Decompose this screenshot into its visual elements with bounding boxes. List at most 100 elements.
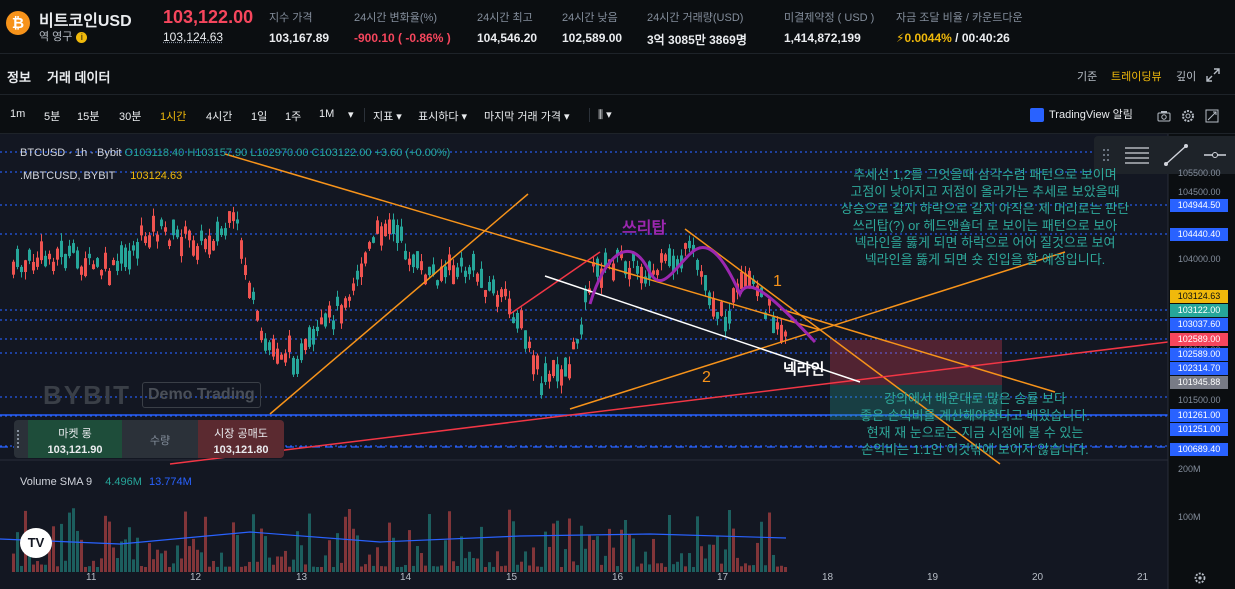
volume-bar [500, 566, 503, 572]
volume-bar [140, 566, 143, 572]
price-axis-label: 105500.00 [1178, 168, 1221, 178]
interval-15m[interactable]: 15분 [77, 111, 100, 123]
candle-body [12, 261, 15, 275]
candle-body [312, 329, 315, 345]
drag-handle-icon[interactable] [17, 430, 23, 448]
tradingview-logo: TV [20, 528, 52, 558]
volume-bar [180, 558, 183, 572]
volume-bar [92, 560, 95, 572]
volume-bar [64, 560, 67, 572]
candle-body [52, 261, 55, 272]
interval-1w[interactable]: 1주 [285, 111, 302, 123]
candle-body [60, 240, 63, 258]
candle-body [396, 225, 399, 244]
volume-bar [316, 566, 319, 572]
mark-symbol: .MBTCUSD, BYBIT [20, 170, 116, 182]
volume-bar [388, 522, 391, 572]
tab-tradingview[interactable]: 트레이딩뷰 [1111, 71, 1162, 83]
fullscreen-icon[interactable] [1206, 68, 1220, 82]
interval-1M[interactable]: 1M [319, 108, 335, 120]
time-axis-label: 16 [612, 572, 624, 583]
trend-line-icon[interactable] [1164, 144, 1188, 166]
interval-4h[interactable]: 4시간 [206, 111, 233, 123]
candle-body [196, 246, 199, 260]
interval-1d[interactable]: 1일 [251, 111, 268, 123]
annotation-line: 강의에서 배운대로 많은 승률 보다 [884, 391, 1066, 406]
candle-body [40, 241, 43, 261]
gear-icon[interactable] [1181, 109, 1195, 123]
volume-bar [260, 528, 263, 572]
camera-icon[interactable] [1157, 109, 1171, 123]
candle-body [716, 312, 719, 319]
quantity-field[interactable]: 수량 [122, 420, 198, 458]
price-tag: 101945.88 [1170, 376, 1228, 389]
chart-toolbar: 1m 5분 15분 30분 1시간 4시간 1일 1주 1M ▾ 지표 ▾ 표시… [0, 96, 1235, 134]
layout-icon[interactable] [1205, 109, 1219, 123]
candle-body [556, 364, 559, 382]
info-icon[interactable]: i [76, 31, 88, 43]
drag-handle-icon[interactable] [1102, 147, 1110, 163]
tradingview-icon [1030, 108, 1044, 123]
legend-ohlc: O103118.40 H103157.90 L102970.00 C103122… [124, 147, 451, 159]
candle-body [264, 338, 267, 351]
tradingview-alert-button[interactable]: TradingView 알림 [1030, 106, 1133, 124]
volume-bar [336, 533, 339, 572]
volume-bar [476, 558, 479, 572]
price-type-dropdown[interactable]: 마지막 거래 가격 ▾ [484, 111, 570, 123]
three-top-curve [588, 246, 817, 344]
symbol-title[interactable]: 비트코인USD [39, 13, 132, 30]
candle-body [580, 324, 583, 335]
tab-info[interactable]: 정보 [7, 70, 31, 85]
candle-body [528, 341, 531, 349]
tab-standard[interactable]: 기준 [1077, 71, 1098, 83]
interval-dropdown-icon[interactable]: ▾ [348, 109, 354, 121]
interval-1h[interactable]: 1시간 [160, 111, 187, 123]
price-chart[interactable] [0, 134, 1235, 589]
volume-bar [592, 539, 595, 572]
volume-bar [348, 509, 351, 572]
candle-body [472, 253, 475, 271]
volume-bar [100, 558, 103, 572]
candle-body [404, 250, 407, 260]
volume-bar [164, 550, 167, 572]
candle-body [348, 296, 351, 301]
candle-body [388, 219, 391, 234]
candle-body [500, 289, 503, 298]
stat-value: 1,414,872,199 [784, 31, 861, 45]
price-tag: 102314.70 [1170, 362, 1228, 375]
candle-body [208, 235, 211, 255]
price-tag: 101261.00 [1170, 409, 1228, 422]
market-short-button[interactable]: 시장 공매도 103,121.80 [198, 420, 284, 458]
candle-body [140, 225, 143, 236]
contract-type-label: 역 영구 [39, 31, 73, 43]
candle-body [16, 248, 19, 267]
indicators-button[interactable]: 지표 ▾ [373, 111, 402, 123]
legend-symbol: BTCUSD · 1h · Bybit [20, 147, 122, 159]
candle-type-icon[interactable]: ⫼ ▾ [598, 109, 612, 121]
candle-body [376, 220, 379, 234]
tab-trade-data[interactable]: 거래 데이터 [47, 70, 111, 85]
candle-body [336, 296, 339, 306]
interval-1m[interactable]: 1m [10, 108, 26, 120]
indicators-label: 지표 [373, 111, 394, 123]
candle-body [412, 254, 415, 268]
stat-24h-volume: 24시간 거래량(USD) 3억 3085만 3869명 [647, 9, 747, 48]
interval-30m[interactable]: 30분 [119, 111, 142, 123]
tab-depth[interactable]: 깊이 [1176, 71, 1197, 83]
volume-bar [556, 520, 559, 572]
candle-body [368, 242, 371, 249]
interval-5m[interactable]: 5분 [44, 111, 61, 123]
volume-bar [664, 566, 667, 572]
candle-body [464, 270, 467, 277]
candle-body [364, 252, 367, 264]
volume-bar [20, 565, 23, 572]
horizontal-lines-icon[interactable] [1124, 144, 1150, 166]
volume-bar [216, 566, 219, 572]
candle-body [296, 358, 299, 374]
market-long-button[interactable]: 마켓 롱 103,121.90 [28, 420, 122, 458]
display-button[interactable]: 표시하다 ▾ [418, 111, 468, 123]
candle-body [232, 212, 235, 222]
axis-settings-icon[interactable] [1193, 571, 1207, 585]
horizontal-ray-icon[interactable] [1202, 144, 1228, 166]
candle-body [380, 226, 383, 246]
